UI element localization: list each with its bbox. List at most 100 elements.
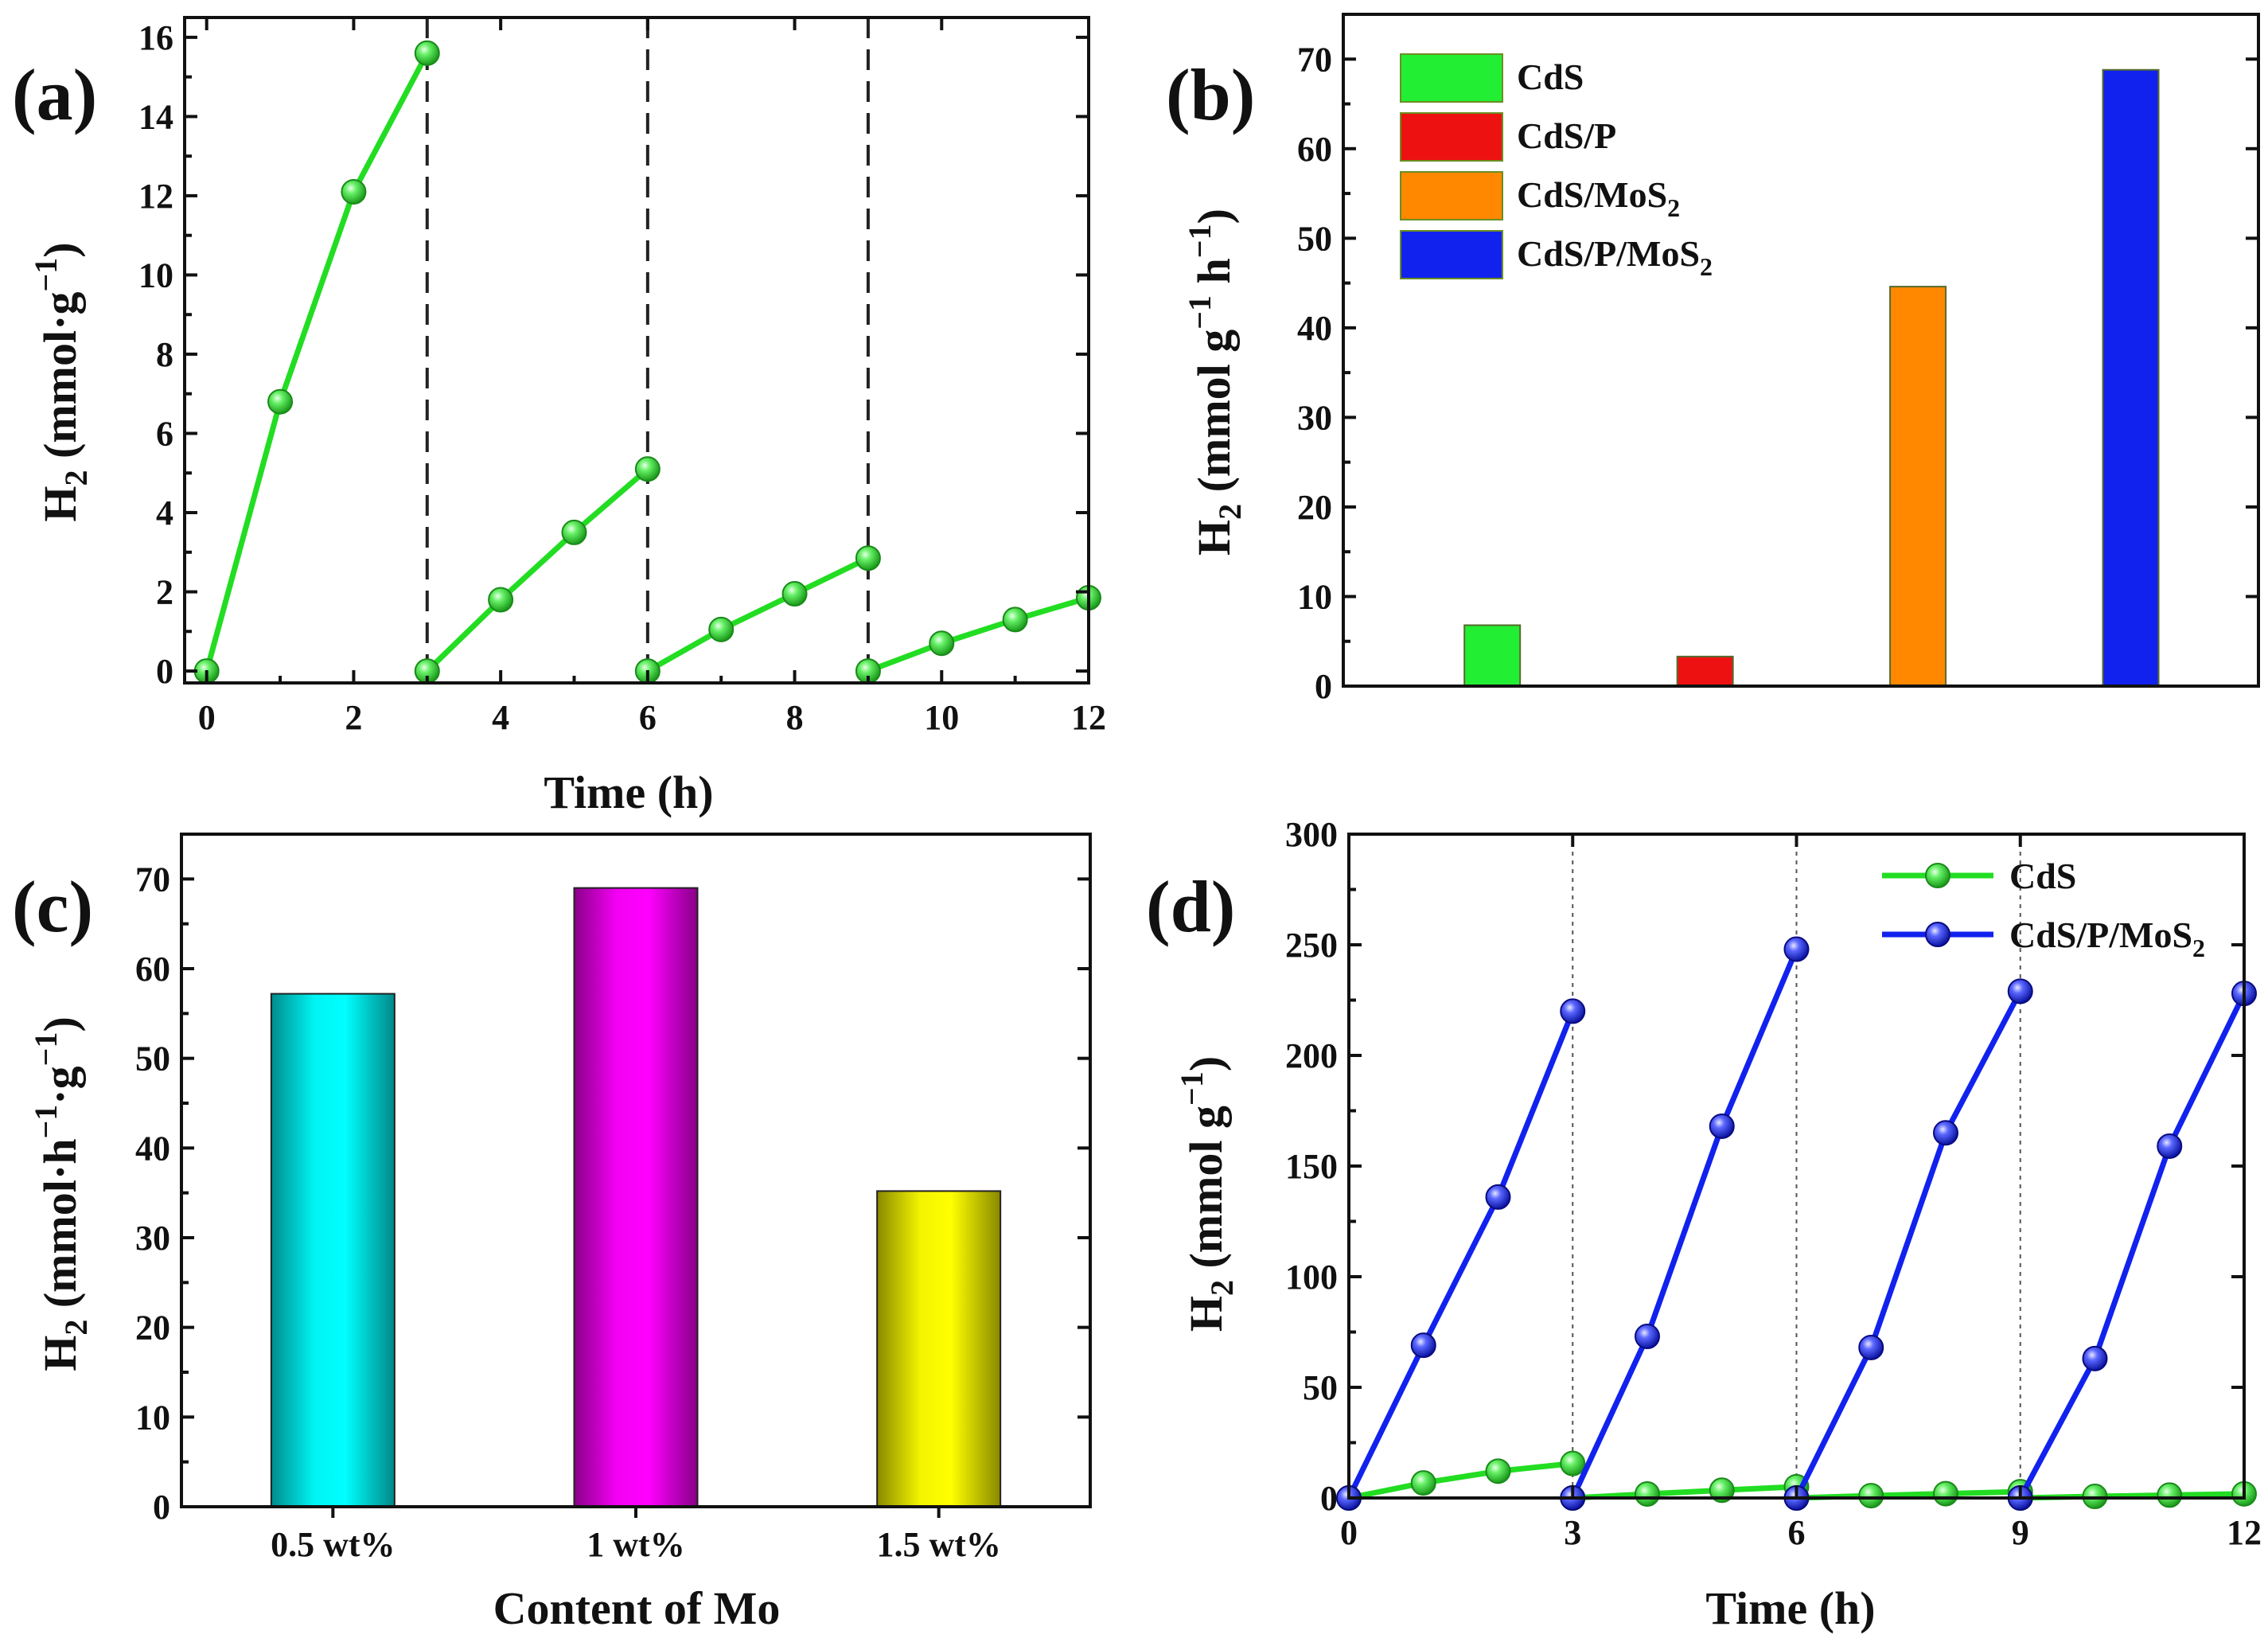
panel-b-legend-swatch xyxy=(1400,171,1503,220)
panel-d-series-line xyxy=(1572,1484,1797,1501)
panel-d-x-tick-label: 0 xyxy=(1340,1513,1358,1552)
panel-d-legend-label: CdS xyxy=(2009,856,2076,896)
panel-c-x-tick-label: 0.5 wt% xyxy=(271,1525,395,1564)
panel-d-y-tick-label: 300 xyxy=(1285,815,1338,854)
panel-d-data-point xyxy=(1933,1120,1958,1146)
panel-b-legend-swatch xyxy=(1400,230,1503,279)
panel-d-y-axis-title: H2 (mmol g−1) xyxy=(1174,1056,1240,1332)
panel-a-data-point xyxy=(781,581,808,607)
panel-d-series-line xyxy=(1346,1010,1576,1500)
panel-b-bar xyxy=(1676,655,1734,688)
panel-c-x-tick-label: 1.5 wt% xyxy=(876,1525,1000,1564)
panel-d-tick-labels: 0 50 100 150 200 250 300 0 3 6 9 12 xyxy=(1285,815,2262,1552)
panel-b-legend-label: CdS xyxy=(1517,57,1584,97)
panel-d-data-point xyxy=(1783,936,1810,962)
panel-b-legend-swatch xyxy=(1400,112,1503,162)
panel-d-x-tick-label: 3 xyxy=(1564,1513,1581,1552)
panel-c-axes xyxy=(180,833,1092,1518)
panel-c-bars xyxy=(270,887,1002,1508)
panel-a-y-tick-label: 8 xyxy=(156,335,173,374)
panel-a-y-tick-label: 0 xyxy=(156,652,173,691)
panel-d-y-tick-label: 50 xyxy=(1303,1368,1338,1407)
panel-d-data-point xyxy=(2157,1133,2183,1159)
panel-a-data-point xyxy=(488,587,514,613)
panel-d-x-axis-title: Time (h) xyxy=(1705,1582,1875,1634)
panel-b-tick-labels: 0 10 20 30 40 50 60 70 xyxy=(1297,40,1332,706)
panel-d-data-point xyxy=(2157,1482,2183,1508)
panel-c: (c) 0.5 wt% 1 wt% 1.5 wt% 0 10 20 30 40 50 60 70 C… xyxy=(12,833,1092,1634)
panel-c-x-tick-label: 1 wt% xyxy=(586,1525,684,1564)
panel-b-bars xyxy=(1463,68,2160,688)
panel-d: (d) 0 50 100 150 200 250 300 0 3 6 9 12 CdS CdS/P/Mo… xyxy=(1146,815,2262,1634)
panel-a-x-tick-label: 8 xyxy=(786,698,804,737)
panel-c-tick-labels: 0.5 wt% 1 wt% 1.5 wt% 0 10 20 30 40 50 60 70 xyxy=(135,860,1001,1564)
panel-a-y-tick-label: 14 xyxy=(138,97,173,136)
panel-a-y-tick-label: 2 xyxy=(156,573,173,612)
panel-a-data-point xyxy=(267,388,294,415)
panel-d-data-point xyxy=(1858,1483,1884,1509)
panel-b-y-tick-label: 50 xyxy=(1297,219,1332,258)
panel-d-y-tick-label: 150 xyxy=(1285,1147,1338,1186)
panel-b-legend: CdS CdS/P CdS/MoS2 CdS/P/MoS2 xyxy=(1400,53,1713,281)
panel-b-legend-swatch xyxy=(1400,53,1503,103)
panel-d-data-point xyxy=(1485,1458,1511,1484)
panel-a-series-line xyxy=(646,556,870,674)
panel-a-series-line xyxy=(867,595,1089,674)
panel-b-axes xyxy=(1342,13,2260,688)
panel-d-legend-marker xyxy=(1925,863,1950,888)
panel-a-y-tick-label: 10 xyxy=(138,255,173,295)
panel-a-y-axis-title: H2 (mmol·g−1) xyxy=(28,242,94,521)
panel-a-data-point xyxy=(855,545,881,571)
panel-a-data-point xyxy=(634,456,661,482)
panel-d-series-line xyxy=(1794,989,2023,1500)
panel-a-x-tick-label: 0 xyxy=(198,698,216,737)
panel-a-tick-labels: 0 2 4 6 8 10 12 14 16 0 2 4 6 8 10 12 xyxy=(138,18,1106,737)
panel-a-x-tick-label: 12 xyxy=(1071,698,1106,737)
panel-b-y-tick-label: 10 xyxy=(1297,577,1332,616)
panel-a-letter-group: (a) xyxy=(12,54,97,135)
panel-c-plot-frame xyxy=(180,833,1092,1508)
panel-a-plot-frame xyxy=(183,16,1090,685)
panel-d-series-line xyxy=(1570,948,1799,1500)
panel-b-legend-label: CdS/P xyxy=(1517,115,1616,156)
panel-c-y-tick-label: 20 xyxy=(135,1309,170,1348)
panel-d-data xyxy=(1336,936,2257,1511)
panel-c-y-tick-label: 30 xyxy=(135,1219,170,1258)
panel-a-data-point xyxy=(414,40,440,66)
panel-a-series-line xyxy=(204,52,430,672)
panel-c-bar xyxy=(573,887,699,1508)
panel-c-y-tick-label: 70 xyxy=(135,860,170,899)
panel-c-y-tick-label: 60 xyxy=(135,950,170,989)
panel-b-letter: (b) xyxy=(1166,54,1255,135)
panel-a-letter: (a) xyxy=(12,54,97,135)
panel-b-bar xyxy=(1889,286,1947,687)
panel-b-y-tick-label: 0 xyxy=(1315,667,1332,706)
panel-c-letter: (c) xyxy=(12,866,93,947)
panel-d-letter: (d) xyxy=(1146,866,1235,947)
panel-d-data-point xyxy=(1560,1450,1586,1476)
panel-d-data-point xyxy=(1485,1184,1511,1210)
panel-d-data-point xyxy=(2082,1345,2108,1371)
panel-d-y-tick-label: 0 xyxy=(1320,1479,1338,1518)
panel-d-y-tick-label: 200 xyxy=(1285,1036,1338,1075)
panel-a-x-tick-label: 6 xyxy=(639,698,657,737)
panel-d-data-point xyxy=(1709,1477,1735,1504)
panel-c-x-axis-title: Content of Mo xyxy=(493,1582,781,1634)
panel-a-x-axis-title: Time (h) xyxy=(544,766,713,818)
panel-b-legend-label: CdS/MoS2 xyxy=(1517,174,1680,222)
panel-d-data-point xyxy=(1410,1332,1436,1359)
panel-b-bar xyxy=(1463,624,1522,688)
panel-d-data-point xyxy=(1858,1334,1884,1360)
panel-d-series-line xyxy=(2017,992,2247,1500)
panel-a-data-point xyxy=(561,519,587,545)
panel-b: (b) 0 10 20 30 40 50 60 70 CdS CdS/P CdS/MoS2 CdS/… xyxy=(1166,13,2260,706)
panel-c-y-tick-label: 40 xyxy=(135,1129,170,1168)
panel-b-y-tick-label: 30 xyxy=(1297,398,1332,437)
panel-a-data-point xyxy=(341,178,367,205)
panel-d-x-tick-label: 12 xyxy=(2227,1513,2262,1552)
panel-c-bar xyxy=(876,1190,1002,1508)
panel-a-data-point xyxy=(929,630,955,657)
panel-a-axes xyxy=(183,16,1090,685)
panel-c-y-axis-title: H2 (mmol·h−1·g−1) xyxy=(28,1016,94,1371)
